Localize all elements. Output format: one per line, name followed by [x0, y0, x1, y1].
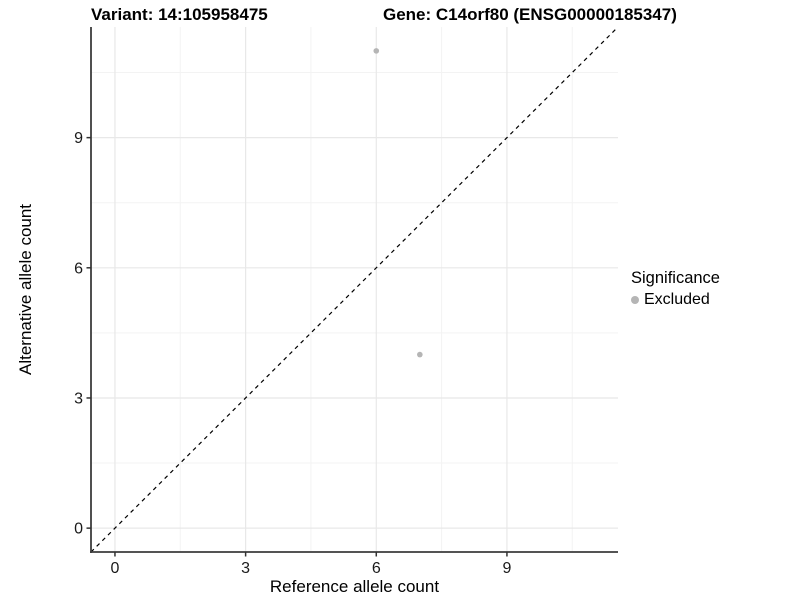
x-tick-label: 6 — [372, 560, 381, 577]
plot-title-variant: Variant: 14:105958475 — [91, 5, 268, 24]
legend-items: Excluded — [631, 290, 720, 309]
x-tick-label: 3 — [241, 560, 250, 577]
legend-item: Excluded — [631, 290, 720, 309]
legend-point-icon — [631, 295, 639, 304]
data-point — [373, 48, 380, 54]
y-tick-label: 3 — [74, 390, 83, 407]
x-tick-label: 0 — [111, 560, 120, 577]
legend: Significance Excluded — [631, 269, 720, 309]
y-tick-label: 9 — [74, 130, 83, 147]
y-tick-label: 6 — [74, 260, 83, 277]
plot-title-gene: Gene: C14orf80 (ENSG00000185347) — [383, 5, 677, 24]
data-point — [417, 351, 423, 358]
legend-item-label: Excluded — [644, 291, 710, 308]
identity-reference-line — [90, 26, 619, 553]
x-tick-label: 9 — [502, 560, 511, 577]
y-axis-title: Alternative allele count — [16, 204, 35, 375]
y-tick-label: 0 — [74, 521, 83, 538]
legend-title: Significance — [631, 269, 720, 287]
x-axis-title: Reference allele count — [270, 577, 439, 596]
